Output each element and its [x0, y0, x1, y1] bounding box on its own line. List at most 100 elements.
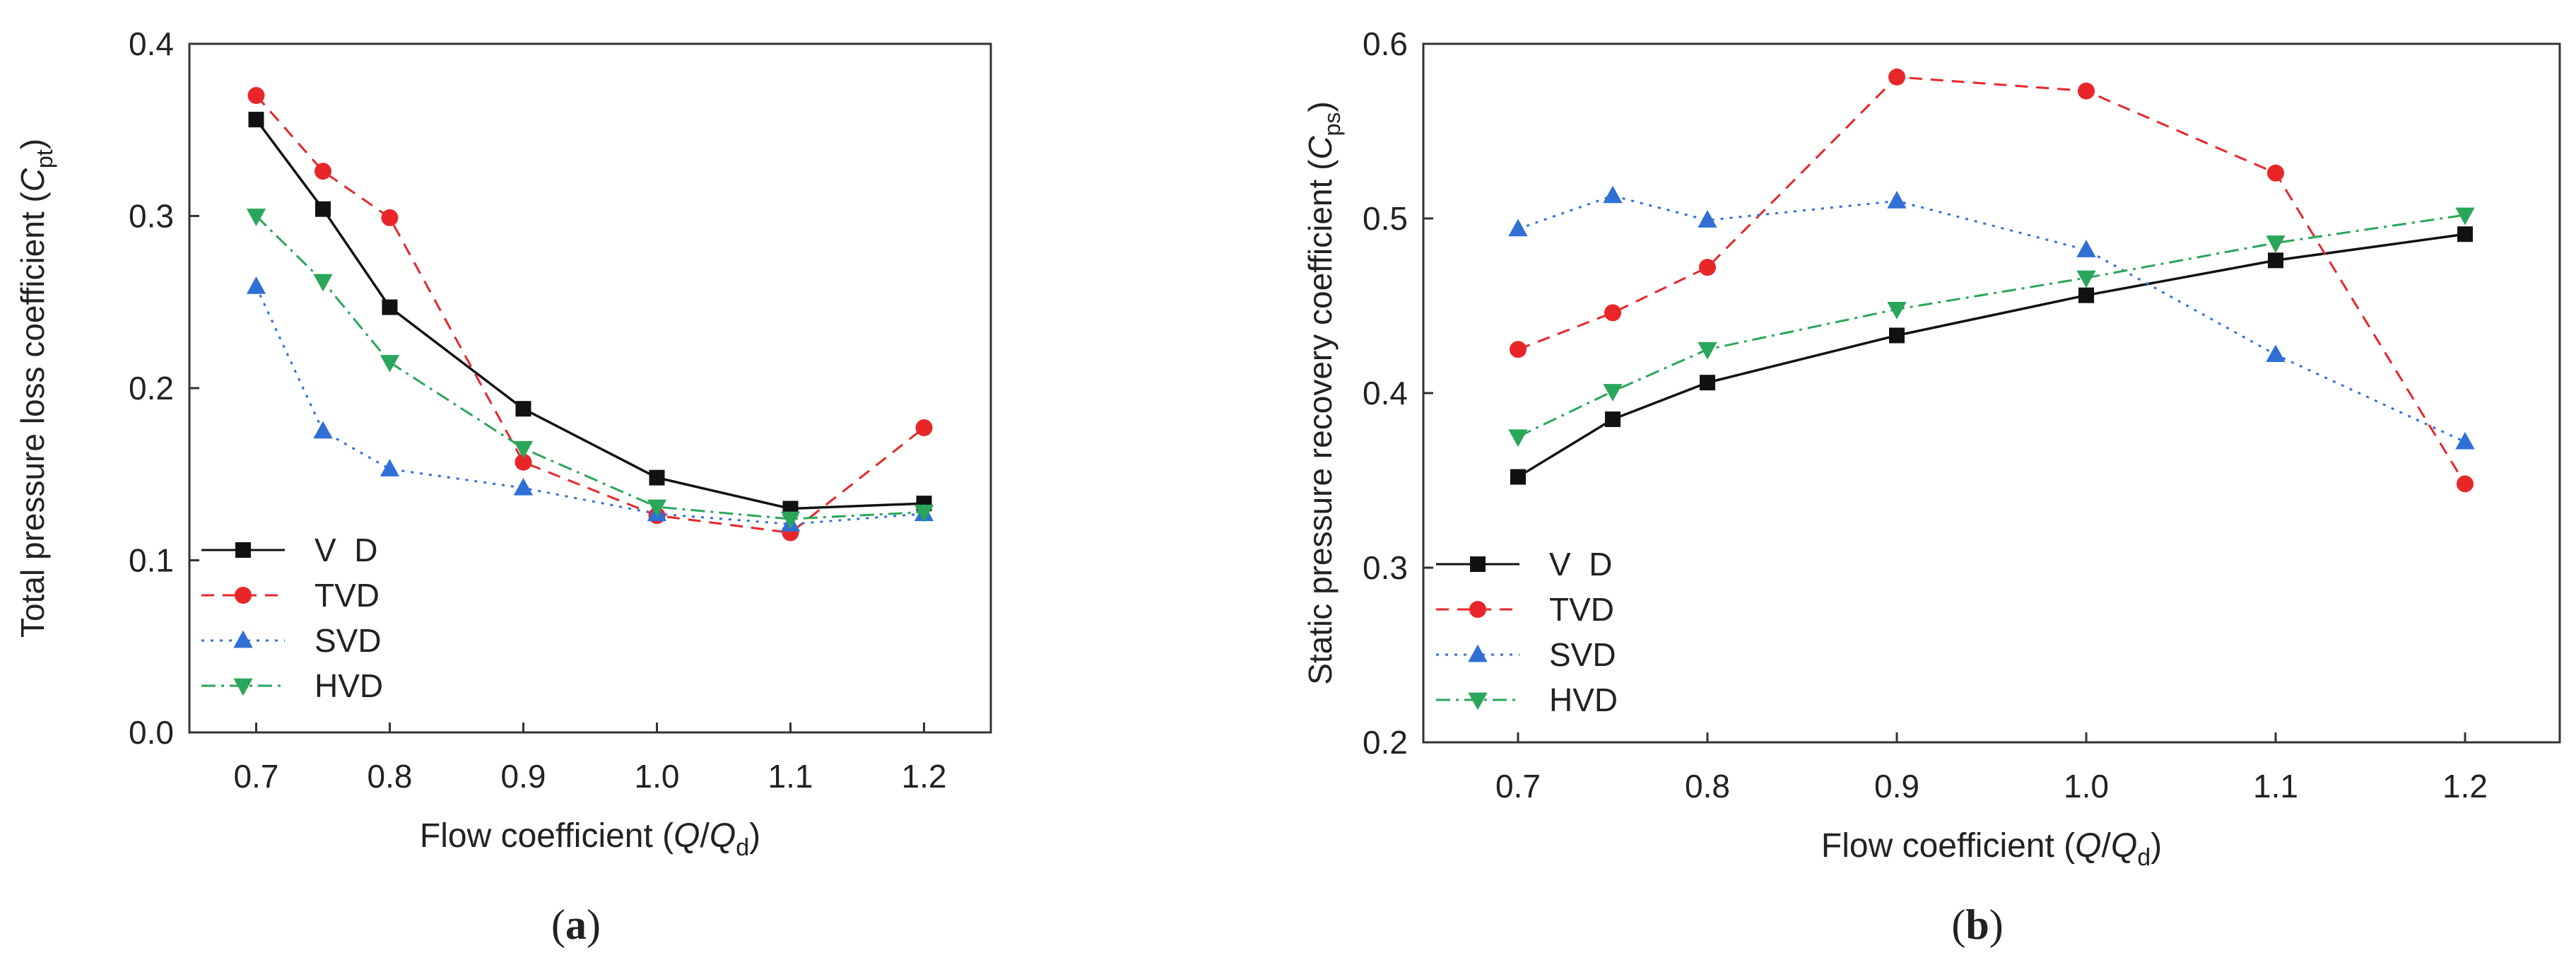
x-tick-label: 0.7 [1495, 768, 1541, 805]
y-axis-close: ) [14, 139, 51, 149]
x-tick-label: 0.7 [234, 758, 279, 795]
chart-a-svg: 0.7 0.8 0.9 1.0 1.1 1.2 0.0 0.1 0.2 0.3 0.4 V D TVD S… [14, 25, 992, 948]
data-point [1698, 341, 1717, 360]
data-point [2266, 235, 2286, 253]
y-axis-title-text: Static pressure recovery coefficient ( [1302, 159, 1339, 685]
data-point [246, 276, 266, 294]
data-point [247, 87, 265, 105]
x-axis-subscript: d [736, 834, 749, 861]
legend-label: SVD [1549, 636, 1616, 673]
y-axis-title: Total pressure loss coefficient (Cpt) [14, 139, 57, 638]
y-tick-label: 0.3 [1363, 549, 1408, 586]
x-axis-slash: / [2102, 827, 2112, 865]
y-axis-symbol: C [1302, 136, 1339, 160]
chart-panel-b: 0.7 0.8 0.9 1.0 1.1 1.2 0.2 0.3 0.4 0.5 0.6 V D TVD S… [1288, 0, 2576, 953]
x-tick-label: 1.2 [902, 758, 947, 795]
caption-close: ) [1989, 901, 2004, 948]
y-tick-label: 0.1 [129, 542, 174, 579]
caption-letter: a [565, 901, 587, 948]
data-point [380, 459, 400, 476]
data-point [1887, 190, 1907, 209]
data-point [1887, 302, 1907, 320]
data-point [2268, 252, 2283, 269]
legend-marker [1468, 644, 1488, 662]
data-point [1698, 210, 1717, 228]
legend-marker [233, 630, 253, 648]
y-axis-subscript: pt [32, 149, 57, 168]
y-tick-label: 0.5 [1363, 200, 1408, 237]
data-point [514, 453, 532, 471]
plot-frame [188, 42, 992, 734]
y-axis-subscript: ps [1319, 112, 1345, 136]
legend-label: HVD [1549, 682, 1618, 718]
data-point [1700, 375, 1715, 391]
data-point [1603, 185, 1623, 204]
y-tick-label: 0.4 [1363, 375, 1408, 411]
legend: V D TVD SVD HVD [1436, 546, 1618, 718]
data-point [246, 209, 266, 226]
data-point [649, 469, 665, 486]
legend-label: SVD [314, 622, 382, 659]
data-point [915, 419, 933, 437]
data-point [315, 201, 331, 217]
legend-label: TVD [314, 577, 380, 614]
x-tick-label: 1.2 [2442, 768, 2488, 805]
data-point [2457, 226, 2473, 242]
data-point [2078, 82, 2095, 100]
legend-marker [233, 678, 253, 696]
series-tvd [1510, 68, 2474, 493]
series-hvd [1508, 207, 2475, 448]
x-tick-label: 1.0 [2064, 768, 2109, 805]
legend-marker [1470, 556, 1486, 572]
x-axis-close: ) [2151, 827, 2162, 865]
series-vd [248, 112, 932, 517]
data-point [2076, 270, 2096, 288]
legend-label: V D [1549, 546, 1612, 583]
x-tick-label: 1.1 [768, 758, 813, 795]
data-point [1508, 218, 1528, 237]
caption-letter: b [1965, 901, 1989, 948]
x-tick-label: 0.8 [1685, 768, 1730, 805]
data-point [2266, 344, 2286, 363]
legend-marker [235, 542, 251, 558]
x-axis-subscript: d [2137, 844, 2151, 871]
data-point [1603, 384, 1623, 402]
series-line [1517, 214, 2466, 438]
legend-marker [1468, 692, 1488, 711]
panel-caption: (a) [551, 901, 601, 948]
legend-marker [235, 587, 252, 604]
data-point [2267, 164, 2284, 182]
data-point [647, 499, 667, 518]
series-line [255, 215, 924, 520]
x-axis-symbol: Q [674, 817, 700, 855]
x-axis-title-text: Flow coefficient ( [1821, 827, 2075, 865]
caption-open: ( [1951, 901, 1965, 948]
legend-label: TVD [1549, 591, 1614, 628]
data-point [1604, 304, 1621, 322]
data-point [1605, 411, 1621, 428]
data-point [513, 477, 534, 496]
x-tick-label: 0.9 [501, 758, 546, 795]
series-vd [1510, 226, 2473, 485]
data-point [1889, 327, 1905, 344]
x-tick-label: 1.0 [635, 758, 680, 795]
series-line [255, 119, 924, 510]
data-point [2076, 240, 2096, 257]
y-axis-symbol: C [14, 168, 51, 192]
series-tvd [247, 87, 933, 542]
data-point [313, 421, 333, 439]
x-axis-slash: / [700, 817, 710, 855]
y-tick-label: 0.6 [1363, 25, 1408, 62]
data-point [1888, 68, 1905, 86]
data-point [2455, 431, 2475, 450]
series-hvd [246, 209, 934, 530]
data-point [2457, 475, 2474, 493]
chart-b-svg: 0.7 0.8 0.9 1.0 1.1 1.2 0.2 0.3 0.4 0.5 0.6 V D TVD S… [1302, 25, 2561, 948]
series-svd [246, 276, 934, 532]
data-point [313, 274, 333, 292]
data-point [1508, 429, 1528, 448]
caption-close: ) [587, 901, 601, 948]
x-tick-label: 0.9 [1874, 768, 1919, 805]
data-point [314, 163, 331, 180]
data-point [2078, 287, 2094, 303]
